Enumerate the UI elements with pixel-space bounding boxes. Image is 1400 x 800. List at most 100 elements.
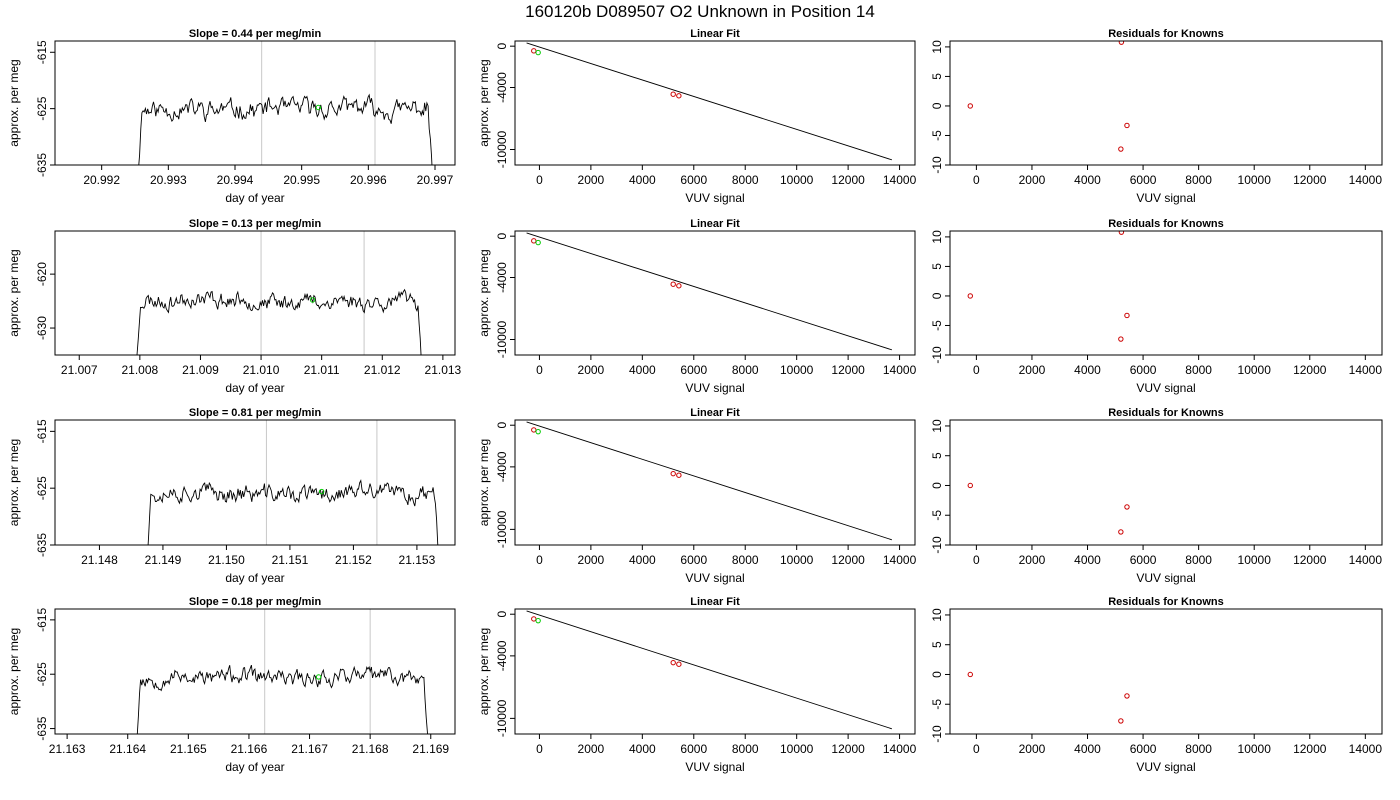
y-tick-label: -615: [35, 419, 49, 443]
y-tick-label: -4000: [495, 262, 509, 293]
x-tick-label: 21.012: [364, 363, 401, 377]
known-point: [676, 93, 682, 99]
x-tick-label: 14000: [883, 173, 917, 187]
panel-title: Linear Fit: [690, 28, 740, 40]
x-tick-label: 8000: [1185, 553, 1212, 567]
plot-area: [138, 41, 433, 165]
x-tick-label: 12000: [831, 742, 865, 756]
x-tick-label: 21.165: [170, 742, 207, 756]
y-tick-label: -5: [930, 320, 944, 331]
x-tick-label: 4000: [629, 553, 656, 567]
x-tick-label: 21.168: [352, 742, 389, 756]
known-point: [676, 661, 682, 667]
residual-point: [1118, 41, 1125, 45]
x-tick-label: 4000: [1074, 363, 1101, 377]
x-tick-label: 2000: [1019, 363, 1046, 377]
x-axis-label: day of year: [225, 191, 284, 205]
unknown-point: [535, 239, 541, 246]
panel-1-0: [50, 230, 456, 360]
x-tick-label: 4000: [1074, 173, 1101, 187]
y-axis-label: approx. per meg: [477, 59, 491, 146]
x-tick-label: 14000: [883, 553, 917, 567]
y-tick-label: -625: [35, 476, 49, 500]
y-tick-label: -615: [35, 608, 49, 632]
y-tick-label: -5: [930, 510, 944, 521]
y-tick-label: -635: [35, 533, 49, 557]
y-tick-label: -4000: [495, 640, 509, 671]
x-tick-label: 21.149: [145, 553, 182, 567]
x-tick-label: 21.010: [243, 363, 280, 377]
plot-frame: [54, 40, 456, 166]
x-axis-label: day of year: [225, 381, 284, 395]
page-title: 160120b D089507 O2 Unknown in Position 1…: [525, 2, 875, 21]
x-tick-label: 0: [973, 363, 980, 377]
known-point: [676, 472, 682, 478]
x-tick-label: 8000: [1185, 363, 1212, 377]
x-tick-label: 10000: [1238, 553, 1272, 567]
y-tick-label: -10: [930, 346, 944, 364]
y-tick-label: 10: [930, 608, 944, 622]
y-tick-label: -620: [35, 262, 49, 286]
data-trace: [136, 288, 422, 355]
x-tick-label: 21.009: [182, 363, 219, 377]
panel-title: Linear Fit: [690, 596, 740, 608]
x-tick-label: 0: [536, 363, 543, 377]
residual-point: [1124, 693, 1130, 699]
panel-title: Residuals for Knowns: [1108, 218, 1224, 230]
plot-area: [526, 610, 892, 730]
x-tick-label: 21.163: [49, 742, 86, 756]
panel-2-0: [50, 419, 456, 550]
x-tick-label: 8000: [732, 553, 759, 567]
x-tick-label: 21.153: [399, 553, 436, 567]
y-tick-label: 10: [930, 419, 944, 433]
fit-line: [526, 42, 892, 161]
plot-frame: [949, 40, 1383, 166]
x-tick-label: 12000: [1293, 553, 1327, 567]
unknown-point: [535, 428, 541, 435]
x-tick-label: 2000: [578, 553, 605, 567]
x-tick-label: 21.148: [81, 553, 118, 567]
y-tick-label: 0: [930, 482, 944, 489]
x-tick-label: 8000: [732, 742, 759, 756]
x-tick-label: 10000: [780, 173, 814, 187]
x-tick-label: 21.167: [291, 742, 328, 756]
residual-point: [1118, 146, 1124, 152]
plot-frame: [949, 230, 1383, 356]
x-tick-label: 0: [973, 553, 980, 567]
panel-1-2: [945, 230, 1383, 360]
y-tick-label: -4000: [495, 72, 509, 103]
residual-point: [967, 293, 973, 299]
x-tick-label: 8000: [732, 173, 759, 187]
y-tick-label: 0: [930, 671, 944, 678]
x-tick-label: 4000: [629, 363, 656, 377]
fit-line: [526, 232, 892, 351]
x-tick-label: 14000: [1349, 742, 1383, 756]
x-tick-label: 10000: [1238, 173, 1272, 187]
x-tick-label: 6000: [680, 173, 707, 187]
unknown-point: [535, 49, 541, 56]
x-tick-label: 0: [536, 553, 543, 567]
known-point: [531, 238, 537, 244]
y-tick-label: -10: [930, 725, 944, 743]
x-tick-label: 2000: [1019, 173, 1046, 187]
residual-point: [967, 482, 973, 489]
x-axis-label: VUV signal: [685, 760, 744, 774]
x-tick-label: 21.011: [304, 363, 340, 377]
y-tick-label: 5: [930, 73, 944, 80]
x-axis-label: VUV signal: [1136, 191, 1195, 205]
x-tick-label: 21.164: [109, 742, 146, 756]
plot-frame: [514, 40, 916, 166]
panel-title: Linear Fit: [690, 407, 740, 419]
x-tick-label: 6000: [680, 363, 707, 377]
known-point: [531, 427, 537, 433]
known-point: [670, 91, 676, 97]
x-tick-label: 12000: [1293, 173, 1327, 187]
plot-area: [136, 609, 428, 734]
y-tick-label: -10000: [495, 699, 509, 737]
plot-frame: [514, 419, 916, 546]
known-point: [531, 616, 537, 622]
panel-1-1: [510, 230, 916, 360]
x-tick-label: 0: [973, 173, 980, 187]
x-tick-label: 4000: [1074, 742, 1101, 756]
